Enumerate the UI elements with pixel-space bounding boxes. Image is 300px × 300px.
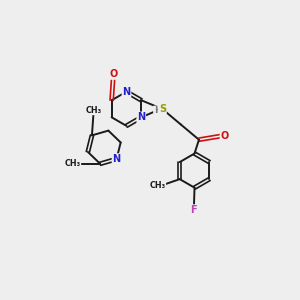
Text: O: O xyxy=(220,131,229,141)
Text: H: H xyxy=(154,106,161,115)
Text: CH₃: CH₃ xyxy=(86,106,102,115)
Text: F: F xyxy=(190,205,197,215)
Text: S: S xyxy=(159,104,166,114)
Text: O: O xyxy=(109,69,117,79)
Text: N: N xyxy=(112,154,121,164)
Text: CH₃: CH₃ xyxy=(149,181,165,190)
Text: N: N xyxy=(122,87,130,97)
Text: N: N xyxy=(137,112,145,122)
Text: CH₃: CH₃ xyxy=(64,159,80,168)
